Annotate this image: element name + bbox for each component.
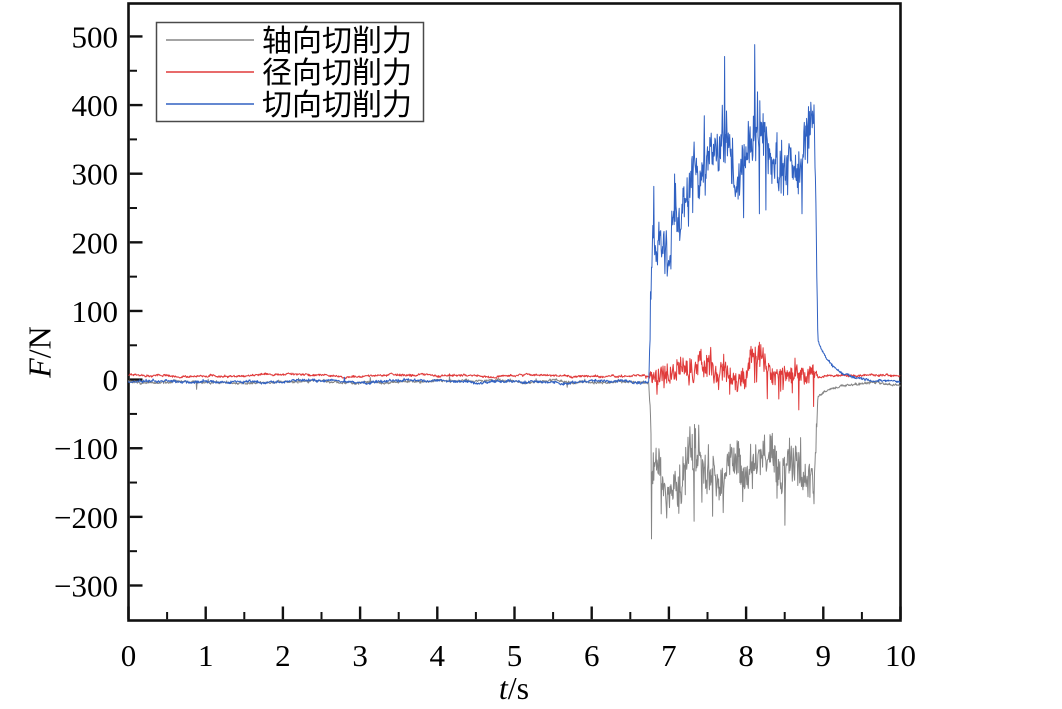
x-tick-label: 0 [121, 638, 137, 673]
x-tick-label: 2 [275, 638, 291, 673]
legend-label: 径向切削力 [262, 57, 412, 90]
y-tick-label: 400 [72, 88, 119, 123]
x-tick-label: 3 [352, 638, 368, 673]
series-lines [128, 44, 901, 540]
x-tick-label: 9 [816, 638, 832, 673]
y-tick-label: 200 [72, 225, 119, 260]
x-tick-label: 7 [661, 638, 677, 673]
y-axis-label: F/N [22, 326, 59, 378]
y-axis-variable: F [21, 358, 58, 378]
y-tick-label: 0 [103, 363, 119, 398]
y-tick-label: 300 [72, 157, 119, 192]
x-tick-label: 5 [507, 638, 523, 673]
y-tick-label: −200 [54, 500, 118, 535]
x-tick-label: 6 [584, 638, 600, 673]
radial-force-line [128, 341, 901, 411]
y-axis-unit: /N [21, 326, 58, 359]
tangential-force-line [128, 44, 901, 386]
y-tick-label: −300 [54, 568, 118, 603]
x-tick-label: 1 [198, 638, 214, 673]
x-tick-label: 10 [885, 638, 916, 673]
y-tick-label: −100 [54, 431, 118, 466]
axial-force-line [128, 376, 901, 540]
legend-label: 切向切削力 [262, 89, 412, 122]
legend-label: 轴向切削力 [262, 25, 412, 58]
x-tick-label: 8 [738, 638, 754, 673]
plot-frame [127, 2, 902, 622]
axis-ticks [127, 35, 902, 620]
x-axis-label: t/s [499, 670, 529, 707]
x-axis-variable: t [498, 670, 508, 706]
x-axis-unit: /s [507, 670, 530, 706]
x-tick-label: 4 [430, 638, 446, 673]
y-tick-label: 100 [72, 294, 119, 329]
y-tick-label: 500 [72, 19, 119, 54]
